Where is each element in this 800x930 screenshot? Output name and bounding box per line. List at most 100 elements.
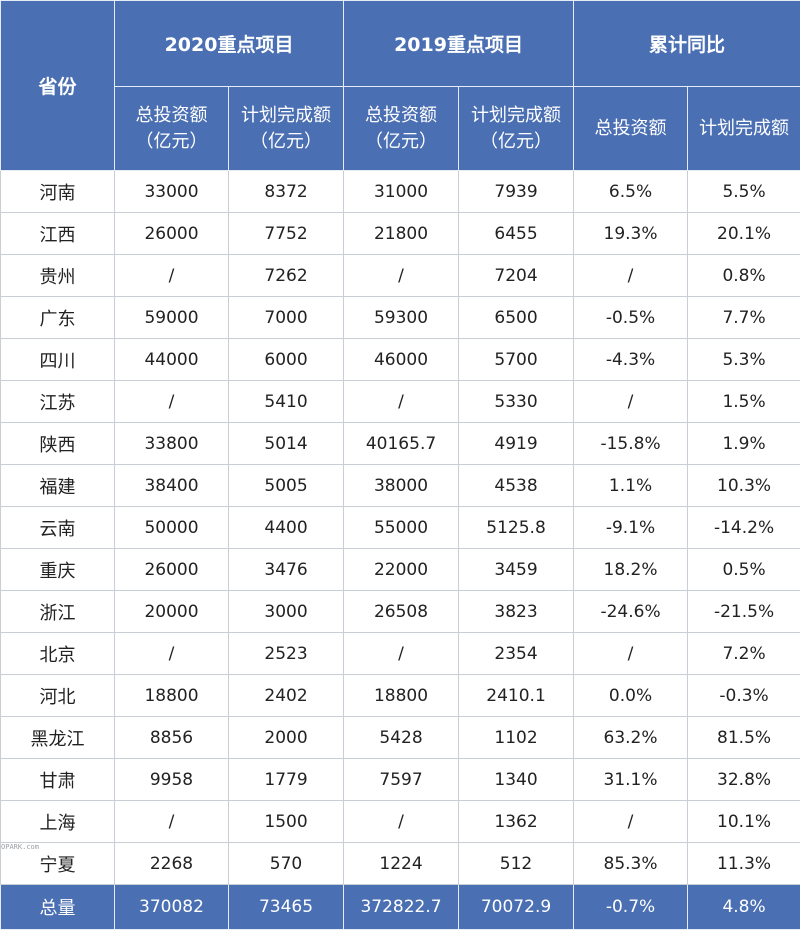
cell-yoy-invest: -9.1% bbox=[574, 507, 688, 549]
cell-invest-2019: 7597 bbox=[344, 759, 459, 801]
cell-yoy-plan: 81.5% bbox=[688, 717, 800, 759]
cell-yoy-invest: / bbox=[574, 633, 688, 675]
cell-province: 江西 bbox=[1, 213, 115, 255]
cell-invest-2019: / bbox=[344, 255, 459, 297]
cell-plan-2020: 1500 bbox=[229, 801, 344, 843]
cell-invest-2020: 26000 bbox=[115, 213, 229, 255]
cell-plan-2020: 7752 bbox=[229, 213, 344, 255]
cell-plan-2020: 2523 bbox=[229, 633, 344, 675]
header-label: 总投资额 bbox=[136, 105, 208, 126]
cell-province: 陕西 bbox=[1, 423, 115, 465]
cell-invest-2019: 31000 bbox=[344, 171, 459, 213]
header-2019-plan-complete: 计划完成额 （亿元） bbox=[459, 87, 574, 171]
cell-plan-2019: 512 bbox=[459, 843, 574, 885]
header-yoy-plan-complete: 计划完成额 bbox=[688, 87, 800, 171]
cell-province: 江苏 bbox=[1, 381, 115, 423]
cell-yoy-invest: / bbox=[574, 801, 688, 843]
cell-yoy-invest: 18.2% bbox=[574, 549, 688, 591]
cell-yoy-invest: -4.3% bbox=[574, 339, 688, 381]
cell-yoy-plan: 10.1% bbox=[688, 801, 800, 843]
cell-yoy-invest: 31.1% bbox=[574, 759, 688, 801]
cell-yoy-plan: -14.2% bbox=[688, 507, 800, 549]
cell-province: 福建 bbox=[1, 465, 115, 507]
total-yoy-invest: -0.7% bbox=[574, 885, 688, 930]
cell-province: 上海 bbox=[1, 801, 115, 843]
cell-invest-2019: 5428 bbox=[344, 717, 459, 759]
header-2020-total-invest: 总投资额 （亿元） bbox=[115, 87, 229, 171]
cell-invest-2020: 33000 bbox=[115, 171, 229, 213]
cell-yoy-plan: -0.3% bbox=[688, 675, 800, 717]
cell-plan-2019: 1102 bbox=[459, 717, 574, 759]
cell-province: 甘肃 bbox=[1, 759, 115, 801]
cell-invest-2019: / bbox=[344, 633, 459, 675]
header-unit: （亿元） bbox=[459, 129, 573, 155]
cell-province: 四川 bbox=[1, 339, 115, 381]
cell-plan-2020: 1779 bbox=[229, 759, 344, 801]
cell-invest-2019: / bbox=[344, 801, 459, 843]
cell-yoy-invest: 63.2% bbox=[574, 717, 688, 759]
cell-yoy-plan: 0.5% bbox=[688, 549, 800, 591]
cell-province: 云南 bbox=[1, 507, 115, 549]
cell-yoy-invest: 6.5% bbox=[574, 171, 688, 213]
cell-province: 北京 bbox=[1, 633, 115, 675]
table-row: 北京/2523/2354/7.2% bbox=[1, 633, 800, 675]
cell-province: 重庆 bbox=[1, 549, 115, 591]
header-group-yoy: 累计同比 bbox=[574, 1, 800, 87]
cell-plan-2019: 2354 bbox=[459, 633, 574, 675]
cell-plan-2020: 2000 bbox=[229, 717, 344, 759]
total-invest-2019: 372822.7 bbox=[344, 885, 459, 930]
cell-yoy-plan: 0.8% bbox=[688, 255, 800, 297]
cell-yoy-plan: 10.3% bbox=[688, 465, 800, 507]
cell-yoy-invest: 0.0% bbox=[574, 675, 688, 717]
cell-plan-2019: 3823 bbox=[459, 591, 574, 633]
cell-plan-2019: 1340 bbox=[459, 759, 574, 801]
cell-invest-2019: 40165.7 bbox=[344, 423, 459, 465]
cell-invest-2019: 46000 bbox=[344, 339, 459, 381]
cell-invest-2020: / bbox=[115, 381, 229, 423]
total-plan-2019: 70072.9 bbox=[459, 885, 574, 930]
cell-invest-2020: / bbox=[115, 633, 229, 675]
cell-yoy-plan: 7.7% bbox=[688, 297, 800, 339]
cell-plan-2019: 7939 bbox=[459, 171, 574, 213]
cell-plan-2019: 5700 bbox=[459, 339, 574, 381]
cell-yoy-invest: -15.8% bbox=[574, 423, 688, 465]
cell-invest-2019: / bbox=[344, 381, 459, 423]
cell-invest-2019: 59300 bbox=[344, 297, 459, 339]
cell-plan-2019: 5330 bbox=[459, 381, 574, 423]
total-invest-2020: 370082 bbox=[115, 885, 229, 930]
cell-invest-2019: 1224 bbox=[344, 843, 459, 885]
cell-plan-2020: 7000 bbox=[229, 297, 344, 339]
cell-invest-2019: 38000 bbox=[344, 465, 459, 507]
cell-yoy-plan: 1.9% bbox=[688, 423, 800, 465]
cell-plan-2020: 5410 bbox=[229, 381, 344, 423]
table-row: 江苏/5410/5330/1.5% bbox=[1, 381, 800, 423]
cell-plan-2019: 3459 bbox=[459, 549, 574, 591]
cell-plan-2020: 6000 bbox=[229, 339, 344, 381]
cell-plan-2020: 5014 bbox=[229, 423, 344, 465]
cell-province: 浙江 bbox=[1, 591, 115, 633]
cell-yoy-invest: 1.1% bbox=[574, 465, 688, 507]
cell-plan-2020: 5005 bbox=[229, 465, 344, 507]
cell-yoy-invest: -0.5% bbox=[574, 297, 688, 339]
header-2020-plan-complete: 计划完成额 （亿元） bbox=[229, 87, 344, 171]
cell-plan-2020: 3476 bbox=[229, 549, 344, 591]
total-label: 总量 bbox=[1, 885, 115, 930]
cell-yoy-plan: 7.2% bbox=[688, 633, 800, 675]
cell-plan-2019: 5125.8 bbox=[459, 507, 574, 549]
cell-invest-2019: 22000 bbox=[344, 549, 459, 591]
cell-plan-2019: 7204 bbox=[459, 255, 574, 297]
cell-plan-2020: 570 bbox=[229, 843, 344, 885]
header-yoy-total-invest: 总投资额 bbox=[574, 87, 688, 171]
cell-province: 河北 bbox=[1, 675, 115, 717]
header-unit: （亿元） bbox=[344, 129, 458, 155]
header-label: 计划完成额 bbox=[471, 105, 561, 126]
